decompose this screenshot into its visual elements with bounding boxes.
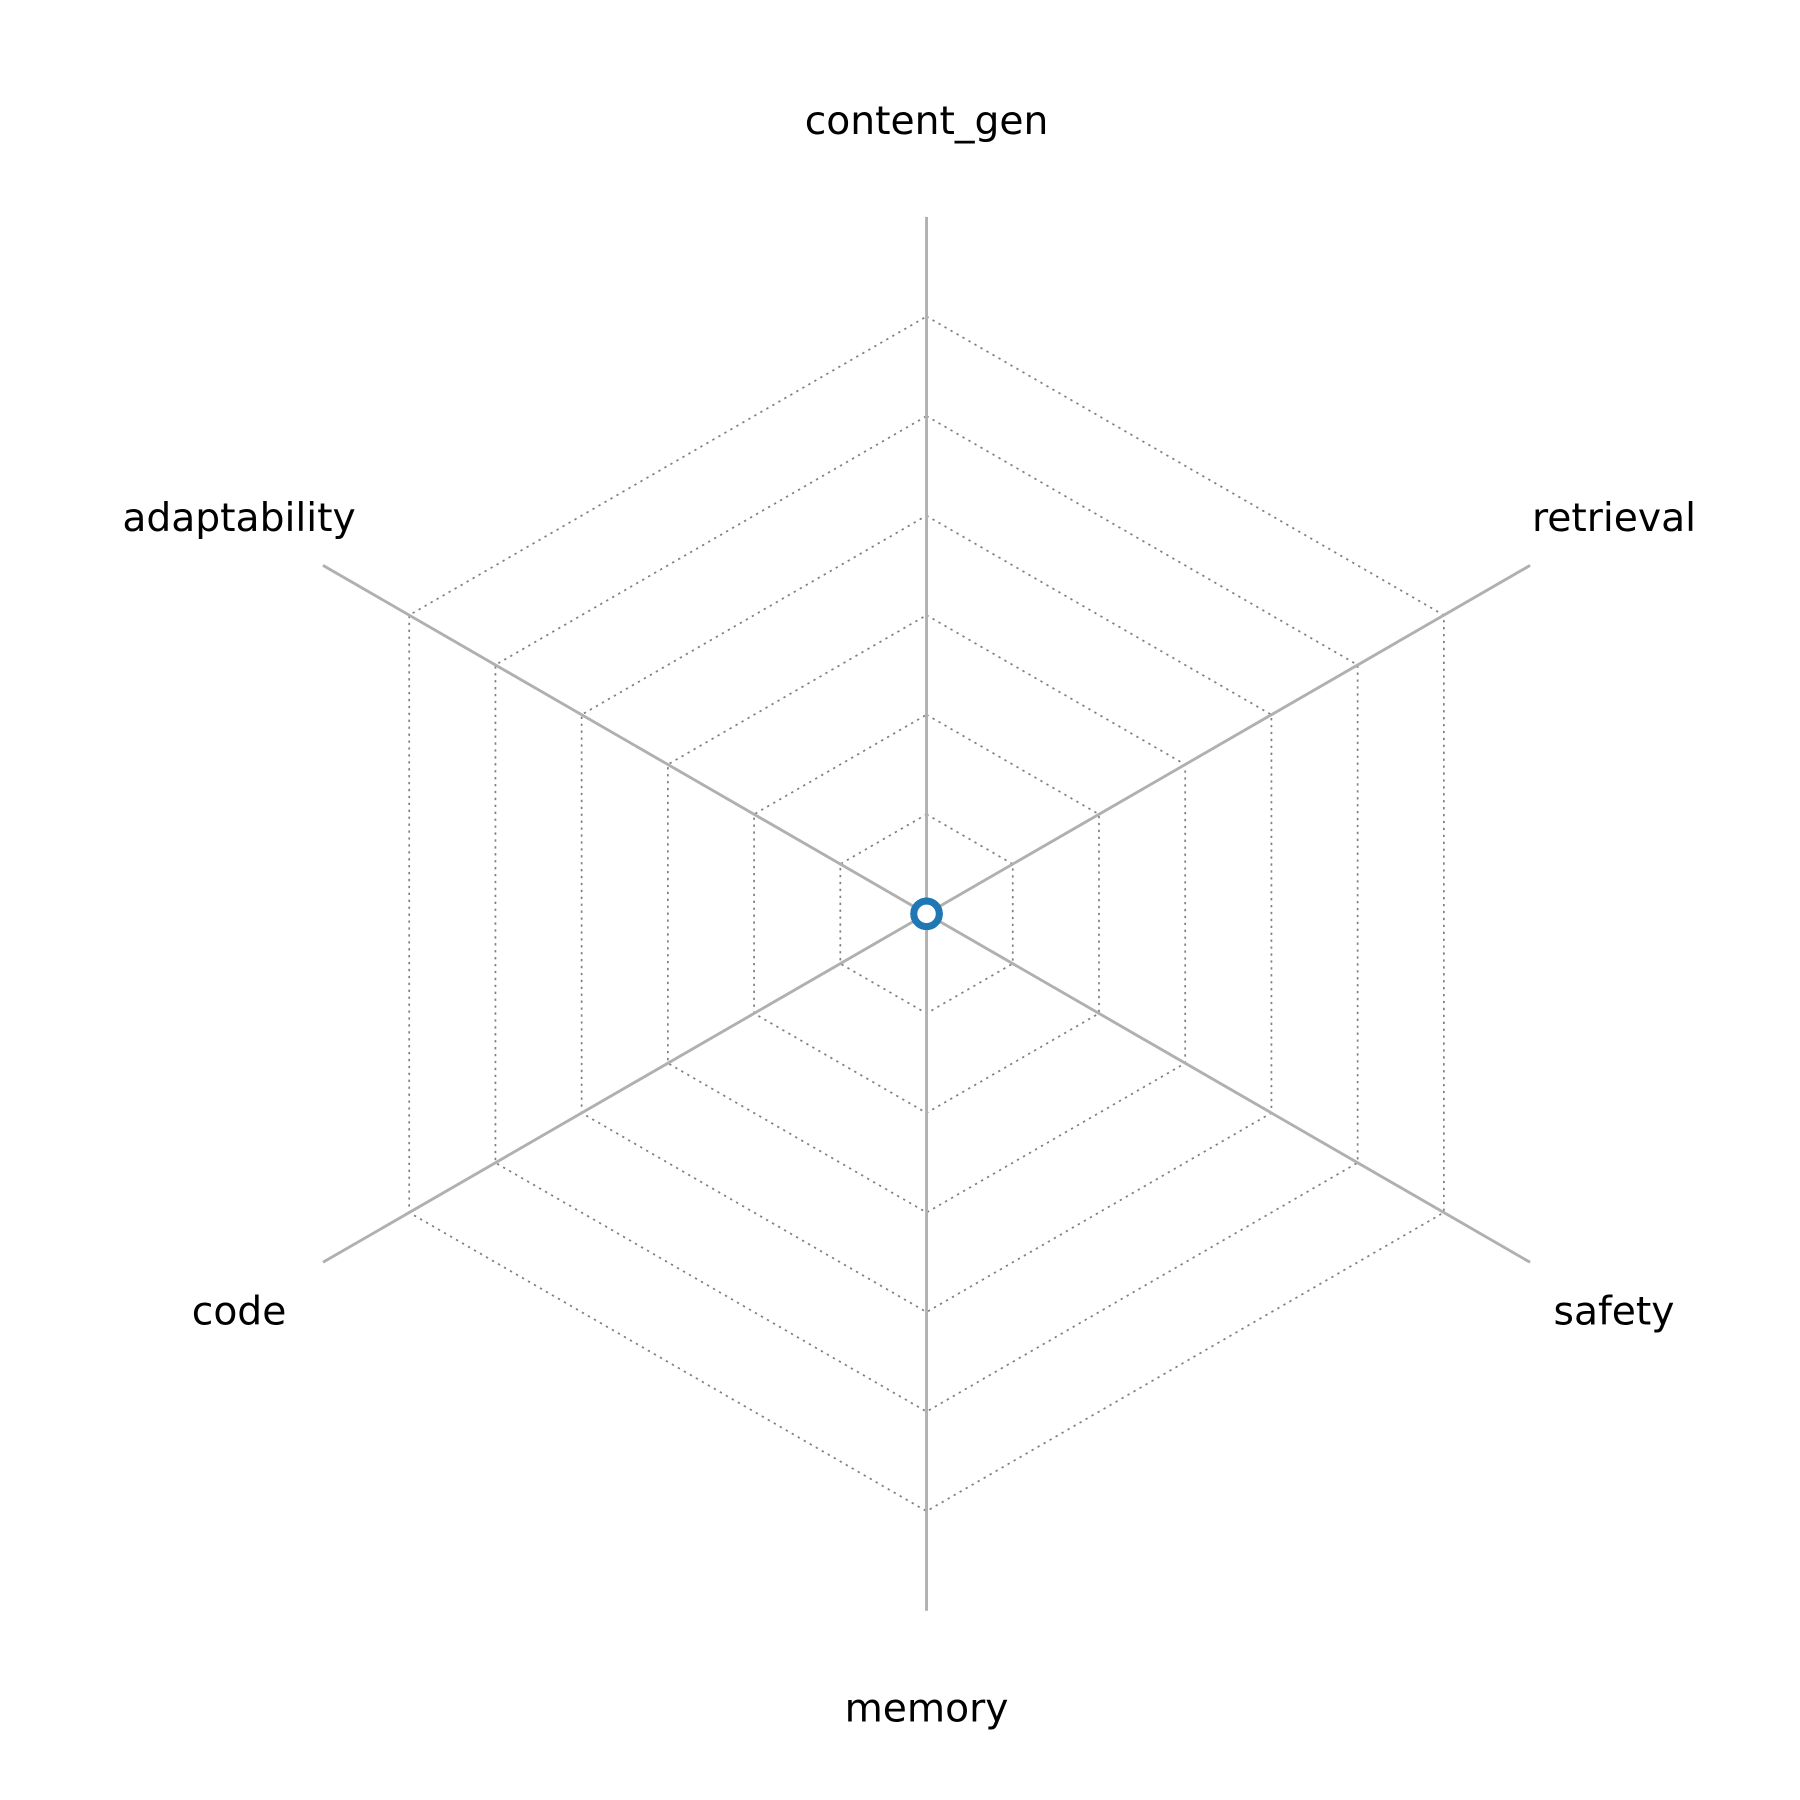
axis-line [322, 912, 928, 1264]
axes [322, 216, 1531, 1611]
axis-line [925, 564, 1531, 916]
axis-line [925, 912, 1531, 1264]
axis-line [322, 564, 928, 916]
axis-labels: content_gen retrieval safety memory code adap… [122, 99, 1696, 1732]
axis-label: memory [845, 1687, 1009, 1732]
axis-label: safety [1554, 1290, 1675, 1335]
axis-label: retrieval [1532, 496, 1696, 541]
axis-label: code [192, 1290, 287, 1335]
axis-label: adaptability [122, 496, 355, 541]
series [910, 897, 943, 930]
data-point [910, 897, 943, 930]
axis-label: content_gen [805, 99, 1049, 144]
